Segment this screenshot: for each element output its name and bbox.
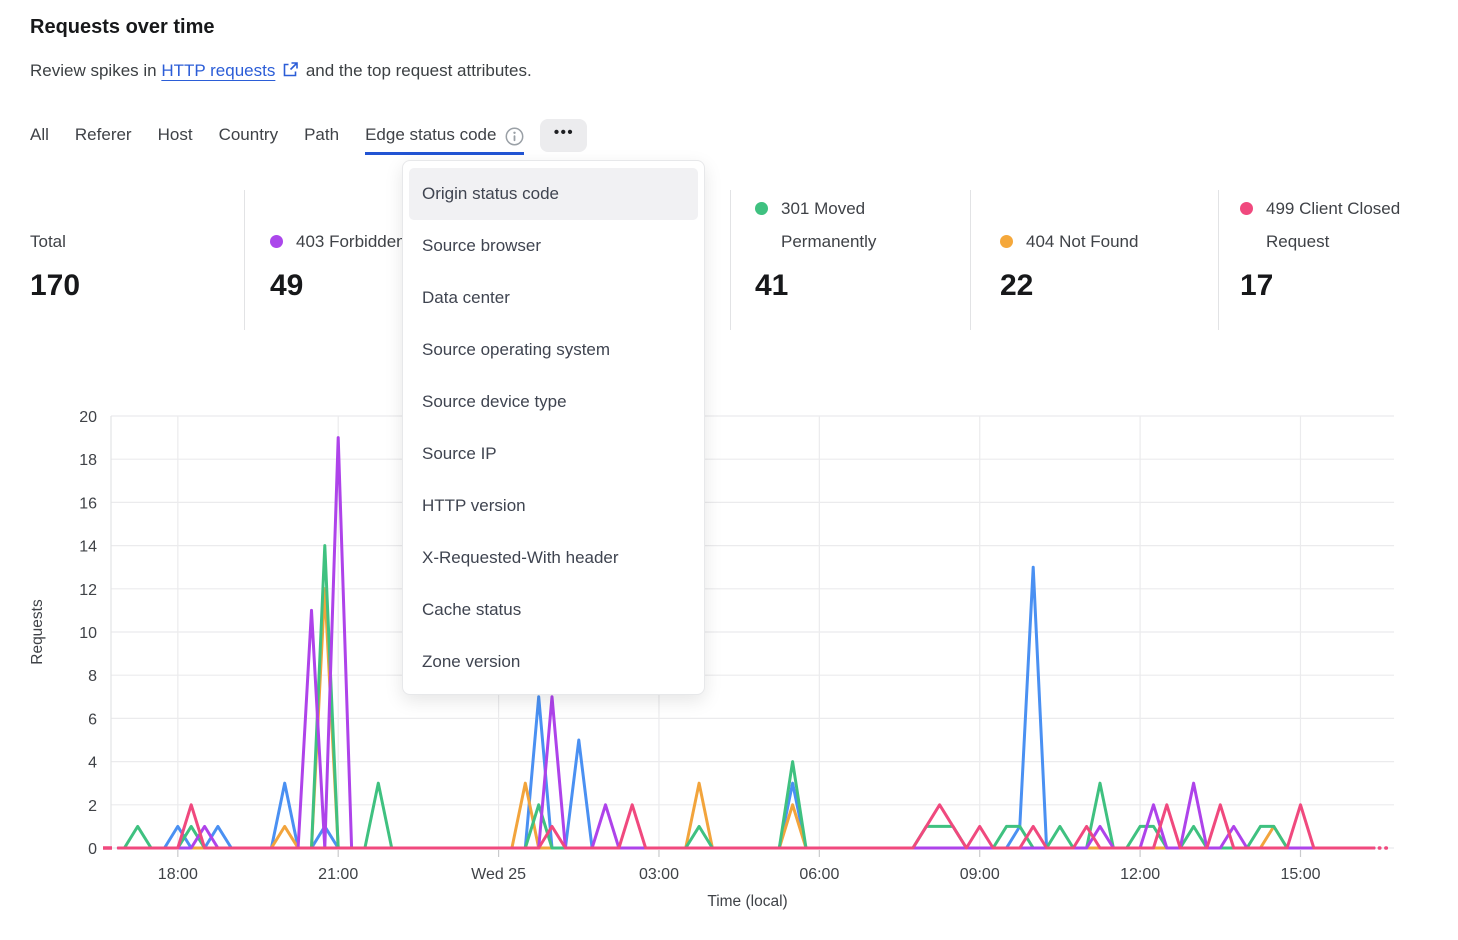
tab-all[interactable]: All	[30, 125, 49, 144]
stat-total: Total 170	[30, 190, 230, 303]
menu-item-source-device-type[interactable]: Source device type	[422, 392, 567, 411]
stat-label: 301 Moved Permanently	[781, 199, 877, 251]
x-tick-label: 03:00	[639, 866, 679, 883]
ellipsis-icon: •••	[553, 124, 575, 141]
menu-item-data-center[interactable]: Data center	[422, 288, 510, 307]
stat-403: 403 Forbidden 49	[270, 190, 445, 303]
tab-country[interactable]: Country	[218, 125, 279, 144]
stat-404: 404 Not Found 22	[1000, 190, 1200, 303]
y-tick-label: 4	[88, 755, 97, 772]
stat-value: 22	[1000, 269, 1034, 302]
attribute-dropdown-menu: Origin status code Source browser Data cen…	[402, 160, 705, 695]
menu-item-source-operating-system[interactable]: Source operating system	[422, 340, 611, 359]
http-requests-link[interactable]: HTTP requests	[161, 61, 276, 80]
stat-value: 17	[1240, 269, 1274, 302]
menu-item-source-browser[interactable]: Source browser	[422, 236, 542, 255]
stat-value: 49	[270, 269, 304, 302]
stat-label: 403 Forbidden	[296, 232, 406, 251]
y-tick-label: 6	[88, 711, 97, 728]
legend-dot	[755, 202, 768, 215]
x-axis-title: Time (local)	[707, 893, 787, 910]
y-tick-label: 2	[88, 798, 97, 815]
tab-host[interactable]: Host	[157, 125, 193, 144]
y-tick-label: 12	[79, 582, 97, 599]
menu-item-cache-status[interactable]: Cache status	[422, 600, 522, 619]
stat-divider	[1218, 190, 1219, 330]
attribute-tabs: All Referer Host Country Path Edge status cod…	[30, 119, 588, 156]
y-tick-label: 16	[79, 495, 97, 512]
legend-dot	[270, 235, 283, 248]
x-tick-label: 09:00	[960, 866, 1000, 883]
tab-path[interactable]: Path	[304, 125, 340, 144]
stat-label: 499 Client Closed Request	[1266, 199, 1401, 251]
x-tick-label: 15:00	[1280, 866, 1320, 883]
page-subtitle: Review spikes in HTTP requests and the t…	[30, 61, 532, 81]
y-tick-label: 8	[88, 668, 97, 685]
info-icon[interactable]	[505, 125, 524, 156]
summary-stats: Total 170 403 Forbidden 49 301 Moved Permane…	[0, 190, 1458, 330]
series-line-pink	[116, 803, 1376, 850]
stat-label: Total	[30, 232, 66, 251]
stat-divider	[970, 190, 971, 330]
menu-item-http-version[interactable]: HTTP version	[422, 496, 526, 515]
y-tick-label: 10	[79, 625, 97, 642]
external-link-icon	[283, 62, 298, 77]
stat-499: 499 Client Closed Request 17	[1240, 190, 1405, 303]
y-tick-label: 18	[79, 452, 97, 469]
y-tick-label: 14	[79, 539, 97, 556]
x-tick-label: 12:00	[1120, 866, 1160, 883]
tab-referer[interactable]: Referer	[74, 125, 132, 144]
tab-edge-status-code[interactable]: Edge status code	[365, 119, 525, 156]
stat-value: 170	[30, 269, 81, 302]
subtitle-prefix: Review spikes in	[30, 61, 157, 80]
menu-item-origin-status-code[interactable]: Origin status code	[409, 168, 698, 220]
y-axis-title: Requests	[29, 599, 46, 665]
x-tick-label: 21:00	[318, 866, 358, 883]
x-tick-label: Wed 25	[471, 866, 526, 883]
x-tick-label: 06:00	[799, 866, 839, 883]
page-title: Requests over time	[30, 16, 215, 38]
stat-divider	[730, 190, 731, 330]
stat-value: 41	[755, 269, 789, 302]
stat-301: 301 Moved Permanently 41	[755, 190, 915, 303]
y-tick-label: 20	[79, 409, 97, 426]
more-attributes-button[interactable]: •••	[540, 119, 588, 152]
subtitle-suffix: and the top request attributes.	[305, 61, 532, 80]
y-tick-label: 0	[88, 841, 97, 858]
stat-label: 404 Not Found	[1026, 232, 1139, 251]
stat-divider	[244, 190, 245, 330]
legend-dot	[1240, 202, 1253, 215]
menu-item-x-requested-with-header[interactable]: X-Requested-With header	[422, 548, 619, 567]
legend-dot	[1000, 235, 1013, 248]
menu-item-source-ip[interactable]: Source IP	[422, 444, 497, 463]
x-tick-label: 18:00	[158, 866, 198, 883]
menu-item-zone-version[interactable]: Zone version	[422, 652, 521, 671]
series-line-purple	[116, 436, 1376, 850]
